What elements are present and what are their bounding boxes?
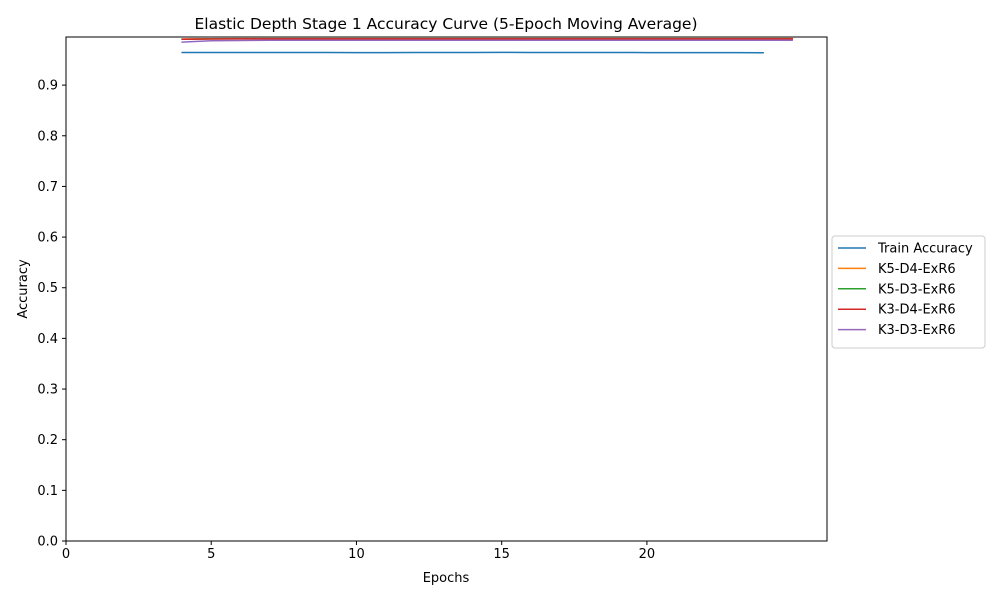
legend-label: K5-D4-ExR6 — [878, 262, 956, 277]
legend: Train Accuracy K5-D4-ExR6 K5-D3-ExR6 K3-D4-… — [831, 235, 986, 349]
y-tick-label: 0.8 — [37, 129, 58, 144]
legend-box — [831, 235, 986, 349]
legend-label: K3-D3-ExR6 — [878, 323, 956, 338]
x-tick-label: 15 — [493, 547, 510, 562]
chart-title: Elastic Depth Stage 1 Accuracy Curve (5-… — [194, 15, 697, 33]
legend-label: Train Accuracy — [877, 242, 973, 257]
x-tick-label: 5 — [207, 547, 215, 562]
y-tick-label: 0.7 — [37, 180, 58, 195]
y-axis-label: Accuracy — [16, 259, 31, 319]
x-tick-label: 20 — [639, 547, 656, 562]
y-tick-label: 0.1 — [37, 484, 58, 499]
y-tick-label: 0.2 — [37, 433, 58, 448]
plot-frame — [65, 36, 828, 542]
series-line-k3-d3-exr6 — [181, 39, 793, 43]
y-tick-label: 0.9 — [37, 79, 58, 94]
legend-label: K3-D4-ExR6 — [878, 303, 956, 318]
y-tick-label: 0.5 — [37, 281, 58, 296]
plot-area — [181, 37, 793, 54]
x-tick-label: 10 — [348, 547, 365, 562]
y-tick-label: 0.6 — [37, 231, 58, 246]
x-tick-label: 0 — [62, 547, 70, 562]
y-tick-label: 0.0 — [37, 535, 58, 550]
axes: 0 5 10 15 20 0.0 0.1 0.2 0.3 0.4 0.5 0.6 0.7 0.8 0.9 — [37, 36, 828, 562]
y-tick-label: 0.3 — [37, 383, 58, 398]
y-tick-label: 0.4 — [37, 332, 58, 347]
legend-label: K5-D3-ExR6 — [878, 282, 956, 297]
x-axis-label: Epochs — [423, 571, 470, 586]
